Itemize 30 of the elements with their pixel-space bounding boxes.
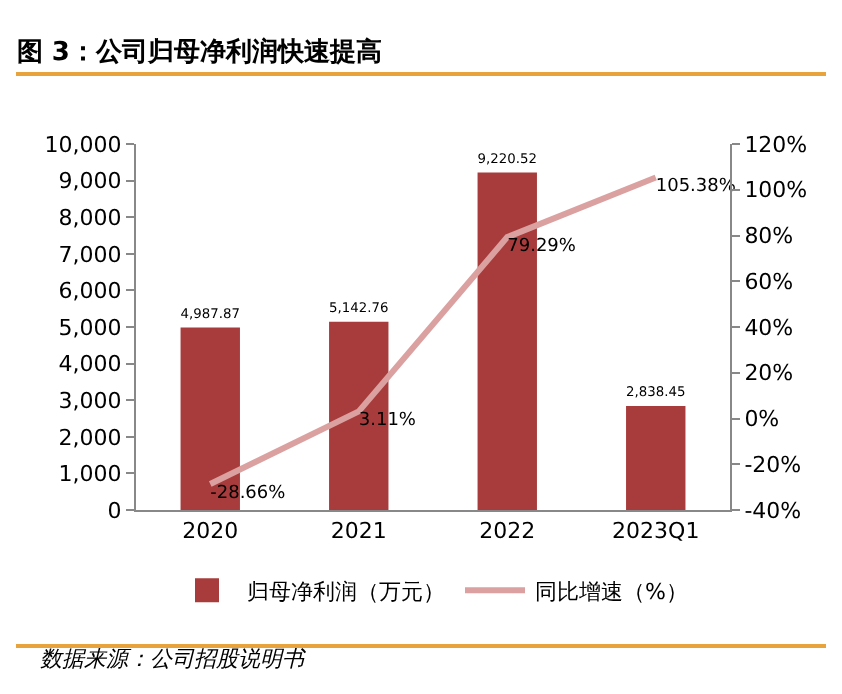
x-tick-label: 2021 — [330, 518, 387, 545]
data-label: 105.38% — [655, 176, 737, 197]
y2-tick-label: 0% — [744, 406, 780, 433]
y-tick-label: 10,000 — [44, 131, 122, 158]
y2-tick-label: 80% — [744, 223, 794, 250]
y-tick-label: 0 — [107, 497, 122, 524]
source-note: 数据来源：公司招股说明书 — [40, 646, 308, 672]
x-tick-label: 2022 — [479, 518, 536, 545]
y2-tick-label: 40% — [744, 314, 794, 341]
y-tick-label: 8,000 — [58, 204, 122, 231]
y2-tick-label: 20% — [744, 360, 794, 387]
y-tick-label: 7,000 — [58, 241, 122, 268]
x-tick-label: 2023Q1 — [612, 518, 700, 545]
y-tick-label: 5,000 — [58, 314, 122, 341]
y2-tick-label: -20% — [744, 451, 802, 478]
y-tick-label: 6,000 — [58, 278, 122, 305]
legend-label: 同比增速（%） — [535, 578, 688, 605]
y2-tick-label: 60% — [744, 268, 794, 295]
y2-tick-label: -40% — [744, 497, 802, 524]
y2-tick-label: 100% — [744, 177, 808, 204]
y-tick-label: 2,000 — [58, 424, 122, 451]
x-tick-label: 2020 — [182, 518, 239, 545]
bar — [626, 406, 686, 510]
legend-label: 归母净利润（万元） — [247, 578, 445, 605]
y-tick-label: 9,000 — [58, 168, 122, 195]
y-tick-label: 4,000 — [58, 351, 122, 378]
chart-title: 图 3：公司归母净利润快速提高 — [16, 35, 382, 68]
y-tick-label: 1,000 — [58, 461, 122, 488]
y2-tick-label: 120% — [744, 131, 808, 158]
y-tick-label: 3,000 — [58, 387, 122, 414]
